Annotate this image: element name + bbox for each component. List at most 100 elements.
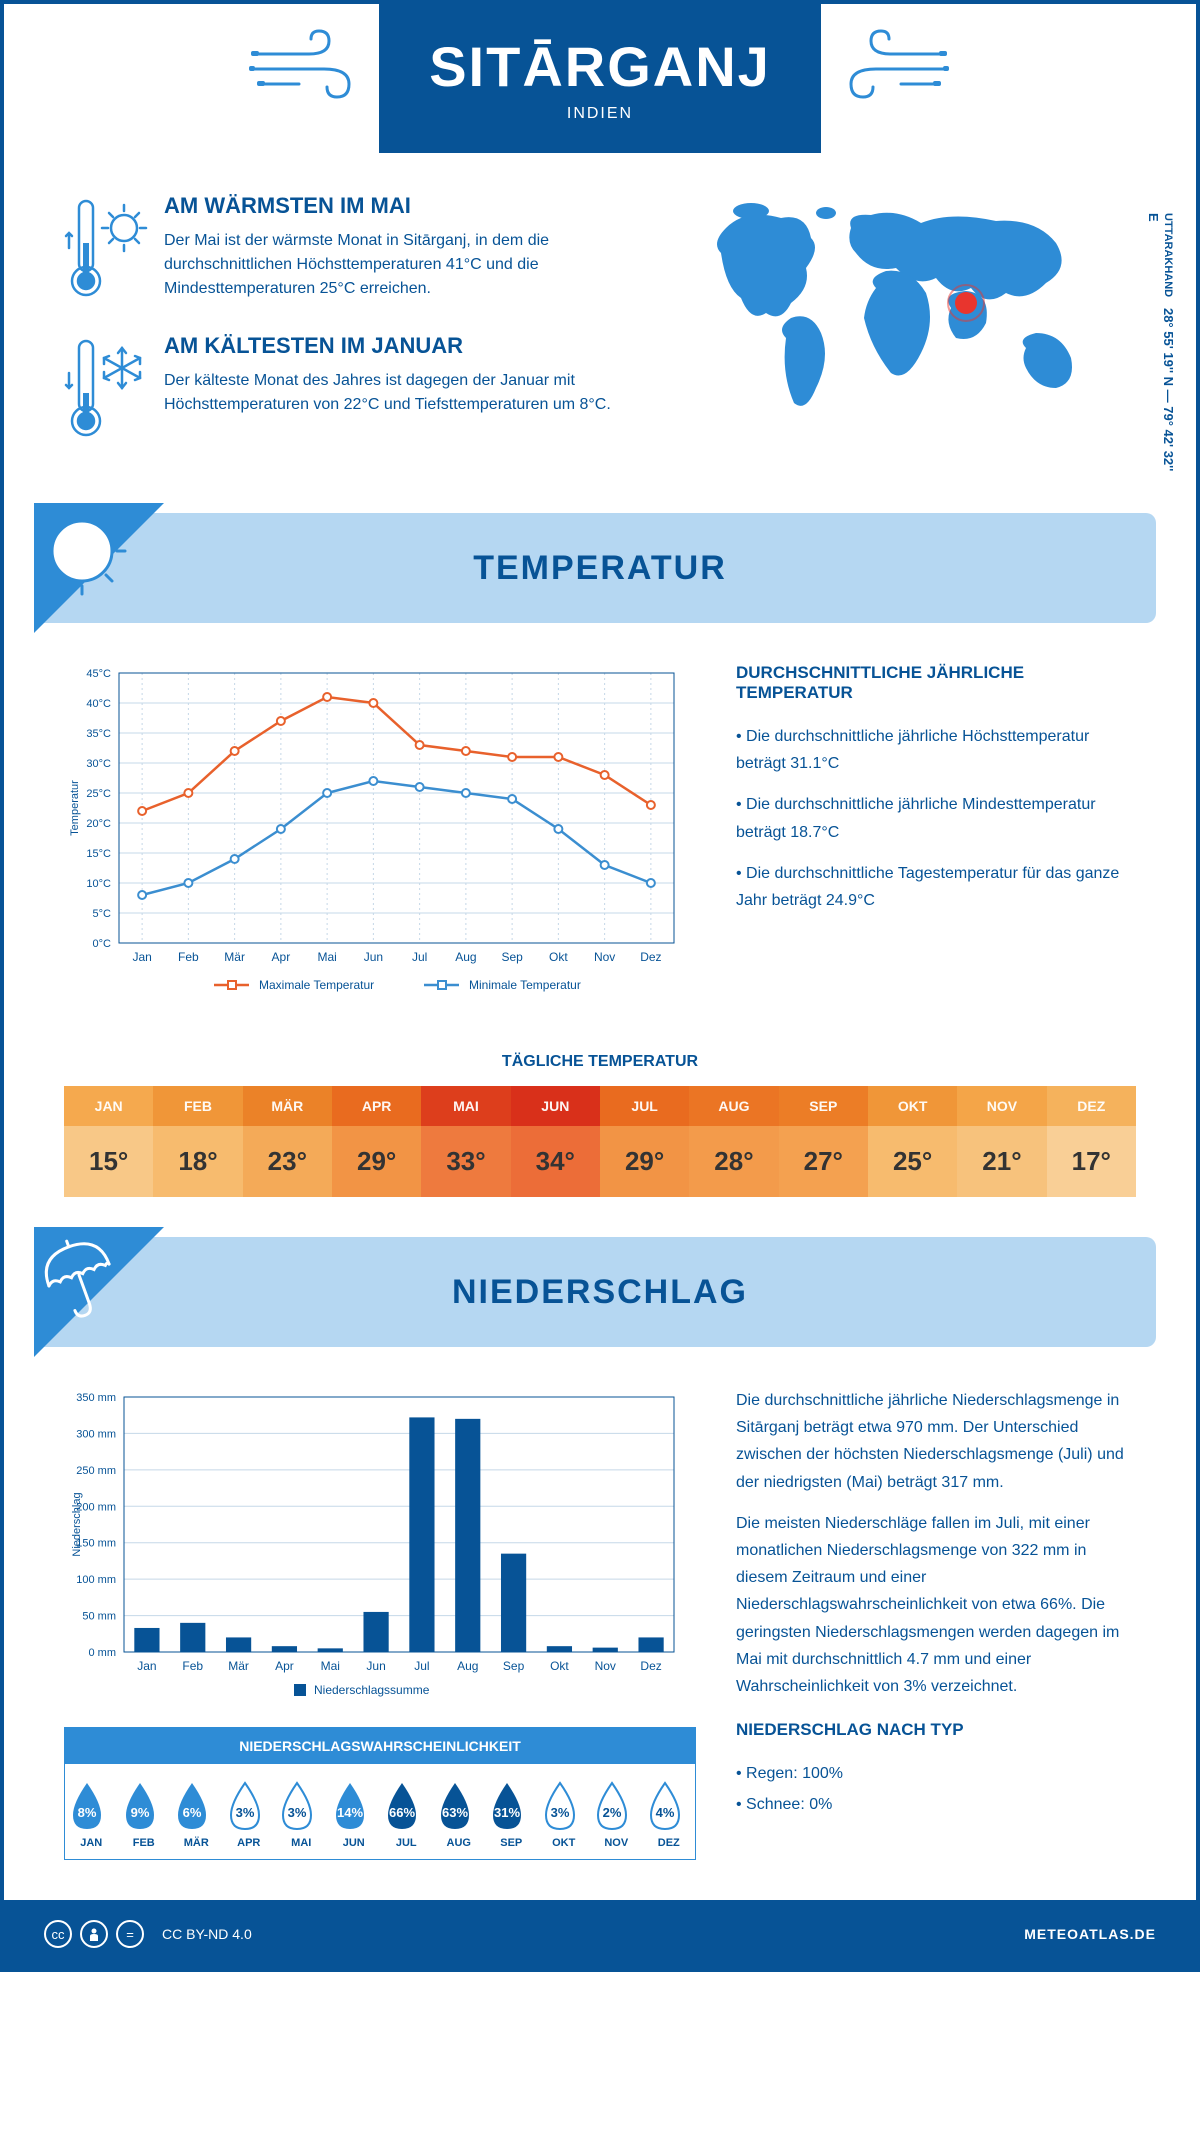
svg-text:5°C: 5°C <box>93 908 112 920</box>
prob-cell: 3% APR <box>223 1764 276 1859</box>
coordinates: UTTARAKHAND 28° 55' 19'' N — 79° 42' 32'… <box>1146 213 1176 473</box>
svg-text:50 mm: 50 mm <box>82 1611 116 1623</box>
svg-text:Mai: Mai <box>317 950 336 964</box>
svg-text:0°C: 0°C <box>93 938 112 950</box>
temp-desc-heading: DURCHSCHNITTLICHE JÄHRLICHE TEMPERATUR <box>736 663 1136 703</box>
temp-cell: APR29° <box>332 1086 421 1197</box>
svg-text:14%: 14% <box>336 1805 362 1820</box>
umbrella-banner-icon <box>34 1227 164 1357</box>
precip-type-heading: NIEDERSCHLAG NACH TYP <box>736 1720 1136 1740</box>
temp-desc-p1: • Die durchschnittliche jährliche Höchst… <box>736 723 1136 777</box>
prob-cell: 66% JUL <box>380 1764 433 1859</box>
svg-text:6%: 6% <box>183 1805 202 1820</box>
precipitation-banner: NIEDERSCHLAG <box>44 1237 1156 1347</box>
svg-text:Okt: Okt <box>549 950 568 964</box>
svg-text:3%: 3% <box>550 1805 569 1820</box>
svg-text:25°C: 25°C <box>86 788 111 800</box>
license-text: CC BY-ND 4.0 <box>162 1926 252 1942</box>
daily-temp-heading: TÄGLICHE TEMPERATUR <box>4 1053 1196 1071</box>
thermometer-cold-icon <box>64 333 164 443</box>
svg-text:Jul: Jul <box>414 1659 429 1673</box>
prob-cell: 14% JUN <box>328 1764 381 1859</box>
warmest-text: Der Mai ist der wärmste Monat in Sitārga… <box>164 229 676 301</box>
svg-text:Dez: Dez <box>640 1659 661 1673</box>
cc-icon: cc <box>44 1920 72 1948</box>
svg-text:66%: 66% <box>389 1805 415 1820</box>
info-section: AM WÄRMSTEN IM MAI Der Mai ist der wärms… <box>4 153 1196 493</box>
temperature-chart: 0°C5°C10°C15°C20°C25°C30°C35°C40°C45°CJa… <box>64 663 696 1003</box>
precipitation-description: Die durchschnittliche jährliche Niedersc… <box>736 1387 1136 1880</box>
svg-text:Aug: Aug <box>457 1659 478 1673</box>
svg-text:30°C: 30°C <box>86 758 111 770</box>
header-wrapper: SITĀRGANJ INDIEN <box>4 4 1196 153</box>
svg-text:Feb: Feb <box>182 1659 203 1673</box>
svg-text:Dez: Dez <box>640 950 661 964</box>
prob-cell: 6% MÄR <box>170 1764 223 1859</box>
svg-text:Maximale Temperatur: Maximale Temperatur <box>259 978 374 992</box>
temperature-description: DURCHSCHNITTLICHE JÄHRLICHE TEMPERATUR •… <box>736 663 1136 1003</box>
svg-text:Niederschlagssumme: Niederschlagssumme <box>314 1683 430 1697</box>
daily-temp-table: JAN15°FEB18°MÄR23°APR29°MAI33°JUN34°JUL2… <box>64 1086 1136 1197</box>
svg-text:Jul: Jul <box>412 950 427 964</box>
svg-text:Apr: Apr <box>275 1659 294 1673</box>
precipitation-probability-box: NIEDERSCHLAGSWAHRSCHEINLICHKEIT 8% JAN 9… <box>64 1727 696 1860</box>
temp-cell: SEP27° <box>779 1086 868 1197</box>
svg-text:20°C: 20°C <box>86 818 111 830</box>
temp-cell: JUN34° <box>511 1086 600 1197</box>
svg-text:Sep: Sep <box>501 950 523 964</box>
svg-text:Minimale Temperatur: Minimale Temperatur <box>469 978 581 992</box>
infographic-page: SITĀRGANJ INDIEN <box>0 0 1200 1972</box>
temp-cell: JUL29° <box>600 1086 689 1197</box>
precipitation-chart: 0 mm50 mm100 mm150 mm200 mm250 mm300 mm3… <box>64 1387 684 1707</box>
svg-text:Temperatur: Temperatur <box>69 780 81 836</box>
svg-text:Jun: Jun <box>366 1659 385 1673</box>
nd-icon: = <box>116 1920 144 1948</box>
prob-cell: 8% JAN <box>65 1764 118 1859</box>
svg-text:300 mm: 300 mm <box>76 1428 116 1440</box>
prob-cell: 4% DEZ <box>643 1764 696 1859</box>
svg-text:Okt: Okt <box>550 1659 569 1673</box>
prob-cell: 3% OKT <box>538 1764 591 1859</box>
precip-desc-p1: Die durchschnittliche jährliche Niedersc… <box>736 1387 1136 1496</box>
precip-type1: • Regen: 100% <box>736 1760 1136 1787</box>
temperature-chart-row: 0°C5°C10°C15°C20°C25°C30°C35°C40°C45°CJa… <box>4 643 1196 1023</box>
temp-desc-p3: • Die durchschnittliche Tagestemperatur … <box>736 860 1136 914</box>
svg-text:10°C: 10°C <box>86 878 111 890</box>
wind-icon-right <box>831 29 951 109</box>
svg-text:35°C: 35°C <box>86 728 111 740</box>
header-banner: SITĀRGANJ INDIEN <box>379 4 821 153</box>
svg-text:3%: 3% <box>288 1805 307 1820</box>
prob-heading: NIEDERSCHLAGSWAHRSCHEINLICHKEIT <box>65 1728 695 1764</box>
svg-text:9%: 9% <box>130 1805 149 1820</box>
svg-text:Jan: Jan <box>132 950 151 964</box>
temp-cell: OKT25° <box>868 1086 957 1197</box>
prob-cell: 63% AUG <box>433 1764 486 1859</box>
temperature-heading: TEMPERATUR <box>473 549 727 588</box>
coldest-title: AM KÄLTESTEN IM JANUAR <box>164 333 676 359</box>
coldest-text: Der kälteste Monat des Jahres ist dagege… <box>164 369 676 417</box>
wind-icon-left <box>249 29 369 109</box>
temp-desc-p2: • Die durchschnittliche jährliche Mindes… <box>736 791 1136 845</box>
precipitation-heading: NIEDERSCHLAG <box>452 1273 748 1312</box>
precipitation-chart-row: 0 mm50 mm100 mm150 mm200 mm250 mm300 mm3… <box>4 1367 1196 1900</box>
precip-desc-p2: Die meisten Niederschläge fallen im Juli… <box>736 1510 1136 1700</box>
svg-text:Mai: Mai <box>321 1659 340 1673</box>
svg-text:Nov: Nov <box>594 950 615 964</box>
country-subtitle: INDIEN <box>429 105 771 123</box>
svg-text:40°C: 40°C <box>86 698 111 710</box>
sun-banner-icon <box>34 503 164 633</box>
thermometer-hot-icon <box>64 193 164 303</box>
temp-cell: FEB18° <box>153 1086 242 1197</box>
coldest-block: AM KÄLTESTEN IM JANUAR Der kälteste Mona… <box>64 333 676 443</box>
world-map-icon <box>696 193 1116 453</box>
temp-cell: AUG28° <box>689 1086 778 1197</box>
footer: cc = CC BY-ND 4.0 METEOATLAS.DE <box>4 1900 1196 1968</box>
svg-text:Niederschlag: Niederschlag <box>71 1492 83 1556</box>
temp-cell: MAI33° <box>421 1086 510 1197</box>
warmest-title: AM WÄRMSTEN IM MAI <box>164 193 676 219</box>
temperature-banner: TEMPERATUR <box>44 513 1156 623</box>
svg-text:63%: 63% <box>441 1805 467 1820</box>
svg-text:Aug: Aug <box>455 950 476 964</box>
svg-text:250 mm: 250 mm <box>76 1465 116 1477</box>
temp-cell: MÄR23° <box>243 1086 332 1197</box>
